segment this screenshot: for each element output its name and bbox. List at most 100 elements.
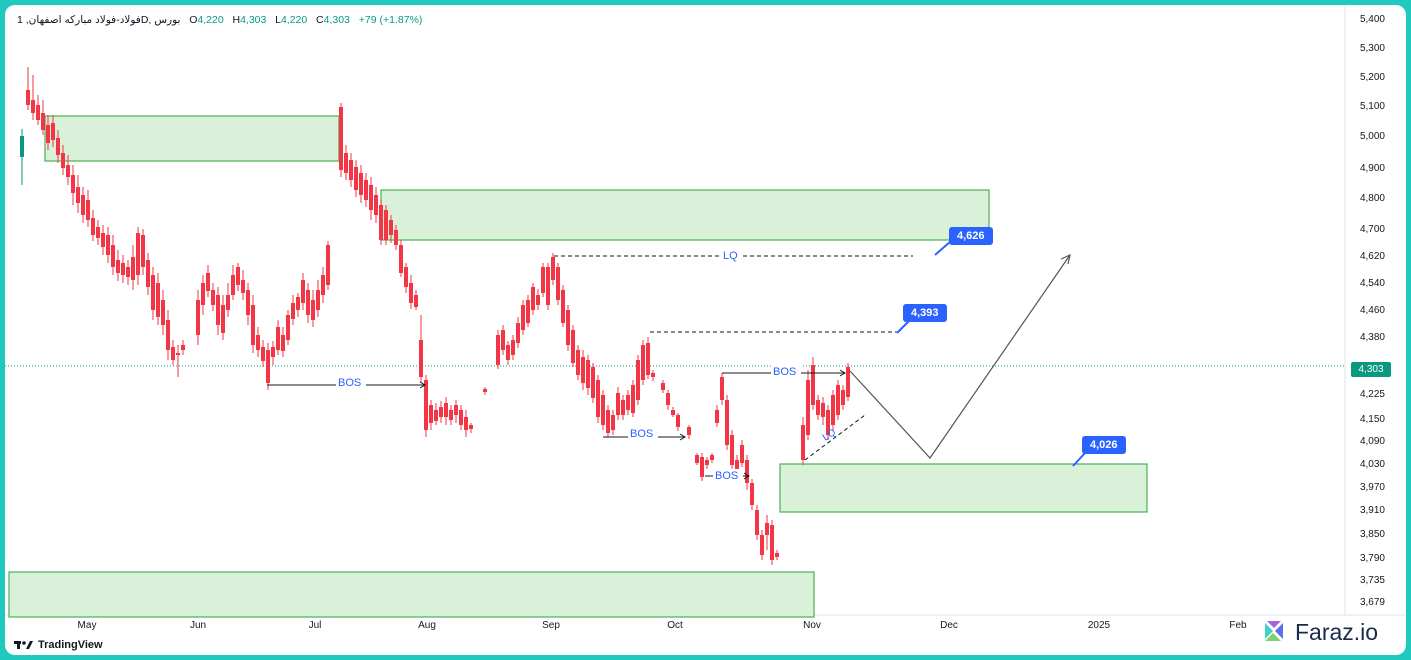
candle-body xyxy=(369,185,373,210)
candle-body xyxy=(166,320,170,350)
candle-body xyxy=(364,180,368,200)
candle-body xyxy=(591,367,595,398)
open-label: O xyxy=(189,14,198,26)
candle-body xyxy=(611,415,615,430)
candle-body xyxy=(806,380,810,435)
close-value: 4,303 xyxy=(323,14,350,26)
candle-body xyxy=(836,385,840,415)
candle-body xyxy=(661,383,665,390)
candle-body xyxy=(291,303,295,319)
candle-body xyxy=(141,235,145,267)
zone-box xyxy=(380,189,990,241)
bos-label-bg xyxy=(713,469,743,481)
candle-body xyxy=(469,425,473,429)
candle-body xyxy=(596,380,600,417)
tradingview-logo[interactable]: TradingView xyxy=(14,639,103,651)
callout-pointer xyxy=(934,240,952,256)
candle-body xyxy=(715,410,719,423)
symbol-legend: فولاد-فولاد مبارکه اصفهان, 1D, بورس O4,2… xyxy=(17,14,422,26)
y-tick-label: 3,679 xyxy=(1360,597,1385,608)
candle-body xyxy=(81,195,85,215)
high-label: H xyxy=(232,14,241,26)
candle-body xyxy=(414,295,418,307)
candle-body xyxy=(700,457,704,477)
candle-body xyxy=(730,435,734,465)
candle-body xyxy=(51,123,55,140)
candle-body xyxy=(146,260,150,287)
candle-body xyxy=(821,403,825,417)
lq-label: LQ xyxy=(723,250,738,262)
candle-body xyxy=(394,230,398,245)
candle-body xyxy=(216,295,220,325)
candle-body xyxy=(424,380,428,430)
candle-body xyxy=(111,245,115,267)
candle-body xyxy=(434,410,438,421)
candle-body xyxy=(449,410,453,420)
candle-body xyxy=(281,335,285,351)
candle-body xyxy=(676,415,680,427)
candle-body xyxy=(576,350,580,375)
candle-body xyxy=(516,323,520,343)
candle-body xyxy=(161,300,165,325)
bos-label: BOS xyxy=(715,470,738,482)
zone-box xyxy=(779,463,1148,513)
candle-body xyxy=(755,510,759,535)
candle-body xyxy=(556,267,560,300)
candle-body xyxy=(36,105,40,120)
y-tick-label: 4,800 xyxy=(1360,193,1385,204)
bos-arrowhead xyxy=(743,472,750,480)
candle-body xyxy=(581,357,585,383)
candle-body xyxy=(601,395,605,425)
candle-body xyxy=(521,305,525,330)
bos-label-bg xyxy=(628,427,658,439)
candle-body xyxy=(811,365,815,405)
low-label: L xyxy=(275,14,281,26)
candle-body xyxy=(326,245,330,285)
candle-body xyxy=(121,263,125,275)
y-tick-label: 4,380 xyxy=(1360,332,1385,343)
y-tick-label: 4,540 xyxy=(1360,278,1385,289)
bos-arrowhead xyxy=(839,369,846,377)
candle-body xyxy=(241,280,245,293)
candle-body xyxy=(256,335,260,350)
candle-body xyxy=(705,460,709,465)
candle-body xyxy=(531,287,535,310)
candle-body xyxy=(631,385,635,413)
faraz-logo-icon xyxy=(1265,621,1283,641)
candle-body xyxy=(750,483,754,505)
candle-body xyxy=(201,283,205,305)
x-tick-label: Jul xyxy=(309,620,322,631)
candle-body xyxy=(136,233,140,275)
candle-body xyxy=(276,327,280,350)
candle-body xyxy=(846,367,850,397)
candle-body xyxy=(354,167,358,190)
candle-body xyxy=(695,455,699,463)
candle-body xyxy=(526,300,530,323)
callout-4626: 4,626 xyxy=(949,227,993,245)
candle-body xyxy=(339,107,343,170)
bos-label-bg xyxy=(771,365,801,377)
candle-body xyxy=(409,283,413,303)
candle-body xyxy=(666,393,670,405)
y-tick-label: 5,300 xyxy=(1360,43,1385,54)
x-tick-label: Dec xyxy=(940,620,958,631)
candle-body xyxy=(404,267,408,287)
candle-body xyxy=(826,410,830,435)
candle-body xyxy=(419,340,423,377)
candle-body xyxy=(211,290,215,305)
candle-body xyxy=(321,275,325,295)
close-label: C xyxy=(316,14,324,26)
candle-body xyxy=(464,417,468,430)
candle-body xyxy=(506,345,510,360)
candle-body xyxy=(745,460,749,483)
candle-body xyxy=(439,407,443,417)
price-chart[interactable]: 5,400 5,300 5,200 5,100 5,000 4,900 4,800 4,700… xyxy=(5,5,1406,655)
candle-body xyxy=(546,267,550,305)
candle-body xyxy=(501,330,505,350)
candle-body xyxy=(831,395,835,425)
candle-body xyxy=(651,373,655,377)
candle-body xyxy=(301,280,305,303)
candle-body xyxy=(561,290,565,323)
y-tick-label: 4,900 xyxy=(1360,163,1385,174)
x-tick-label: Feb xyxy=(1229,620,1247,631)
